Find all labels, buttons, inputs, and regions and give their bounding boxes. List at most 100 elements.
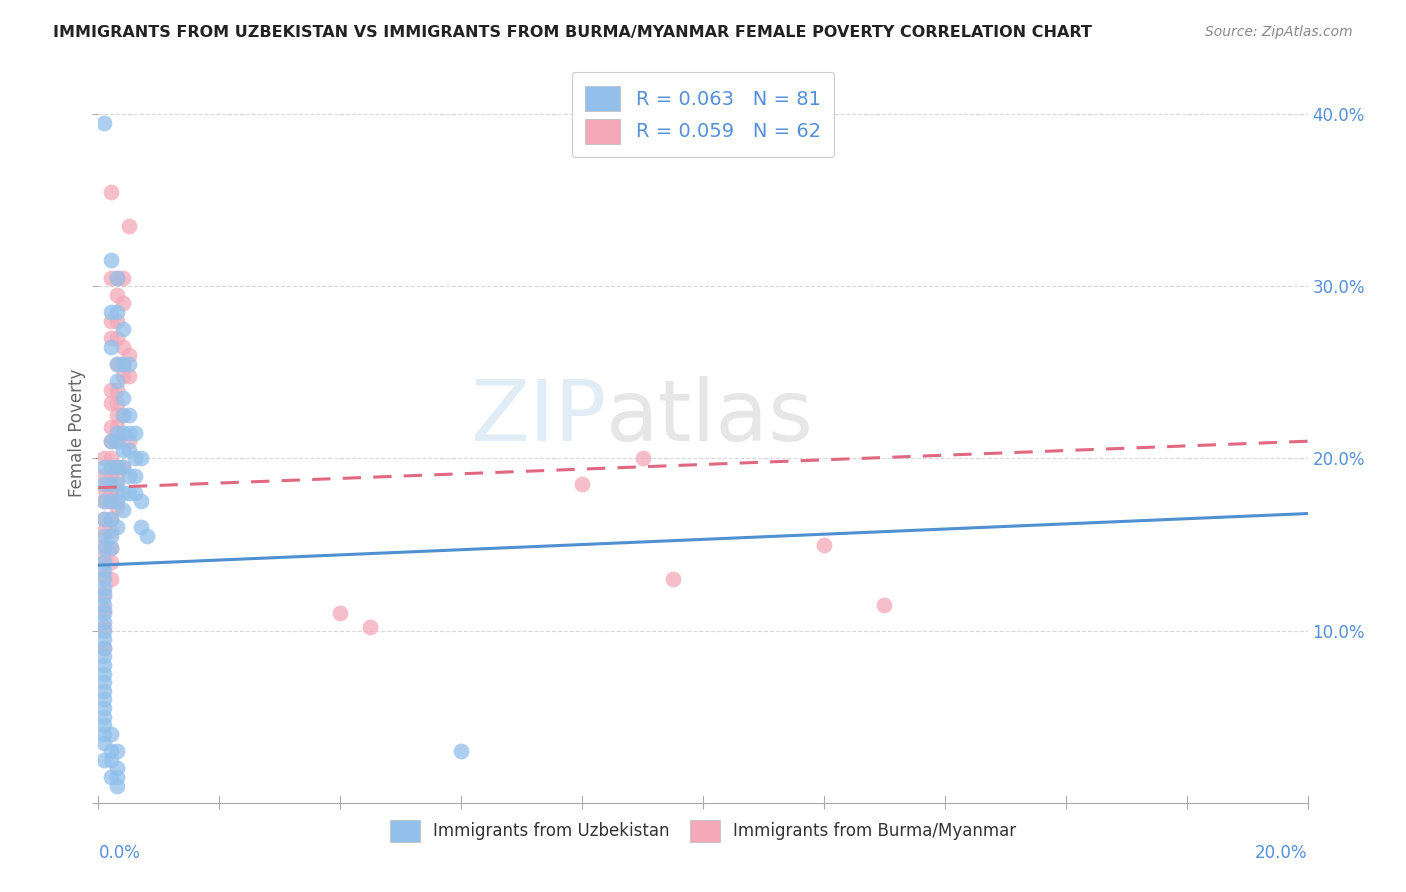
Point: [93, 649, 115, 664]
Point: [329, 607, 352, 621]
Point: [93, 701, 115, 715]
Point: [93, 477, 115, 491]
Point: [105, 396, 128, 410]
Point: [129, 451, 152, 466]
Point: [124, 468, 146, 483]
Point: [100, 331, 122, 345]
Point: [93, 624, 115, 638]
Point: [100, 434, 122, 449]
Point: [813, 537, 835, 551]
Point: [124, 486, 146, 500]
Point: [93, 468, 115, 483]
Point: [111, 460, 134, 475]
Point: [105, 761, 128, 775]
Point: [100, 420, 122, 434]
Point: [105, 779, 128, 793]
Point: [135, 529, 157, 543]
Point: [100, 383, 122, 397]
Point: [129, 520, 152, 534]
Point: [118, 368, 141, 383]
Point: [100, 253, 122, 268]
Point: [93, 727, 115, 741]
Point: [100, 541, 122, 555]
Point: [100, 744, 122, 758]
Point: [100, 572, 122, 586]
Point: [100, 434, 122, 449]
Point: [93, 589, 115, 603]
Point: [661, 572, 683, 586]
Point: [100, 477, 122, 491]
Point: [100, 512, 122, 526]
Point: [105, 494, 128, 508]
Point: [118, 219, 141, 233]
Point: [93, 735, 115, 749]
Point: [111, 339, 134, 353]
Point: [631, 451, 654, 466]
Point: [111, 357, 134, 371]
Point: [118, 357, 141, 371]
Point: [93, 572, 115, 586]
Point: [111, 391, 134, 405]
Point: [93, 586, 115, 600]
Point: [93, 692, 115, 706]
Point: [111, 368, 134, 383]
Point: [93, 551, 115, 566]
Point: [111, 460, 134, 475]
Point: [105, 520, 128, 534]
Point: [100, 483, 122, 497]
Point: [111, 442, 134, 457]
Point: [100, 753, 122, 767]
Point: [93, 116, 115, 130]
Point: [124, 425, 146, 440]
Point: [93, 640, 115, 655]
Text: Source: ZipAtlas.com: Source: ZipAtlas.com: [1205, 25, 1353, 39]
Point: [105, 460, 128, 475]
Point: [118, 468, 141, 483]
Point: [100, 305, 122, 319]
Point: [100, 185, 122, 199]
Point: [124, 451, 146, 466]
Point: [93, 620, 115, 634]
Point: [873, 598, 896, 612]
Point: [100, 727, 122, 741]
Point: [118, 442, 141, 457]
Point: [93, 581, 115, 595]
Point: [93, 598, 115, 612]
Point: [105, 357, 128, 371]
Point: [93, 658, 115, 673]
Point: [105, 434, 128, 449]
Point: [100, 555, 122, 569]
Point: [93, 563, 115, 577]
Point: [93, 494, 115, 508]
Point: [93, 603, 115, 617]
Text: 0.0%: 0.0%: [98, 844, 141, 862]
Point: [100, 494, 122, 508]
Point: [105, 288, 128, 302]
Point: [93, 753, 115, 767]
Point: [93, 494, 115, 508]
Point: [105, 744, 128, 758]
Point: [100, 339, 122, 353]
Text: 20.0%: 20.0%: [1256, 844, 1308, 862]
Point: [105, 420, 128, 434]
Point: [118, 348, 141, 362]
Point: [100, 770, 122, 784]
Point: [571, 477, 593, 491]
Point: [100, 468, 122, 483]
Point: [105, 374, 128, 388]
Point: [100, 270, 122, 285]
Point: [105, 331, 128, 345]
Point: [93, 512, 115, 526]
Text: ZIP: ZIP: [470, 376, 606, 459]
Point: [111, 486, 134, 500]
Point: [105, 477, 128, 491]
Point: [111, 425, 134, 440]
Point: [100, 541, 122, 555]
Point: [93, 524, 115, 538]
Point: [93, 541, 115, 555]
Point: [93, 537, 115, 551]
Y-axis label: Female Poverty: Female Poverty: [67, 368, 86, 497]
Point: [105, 314, 128, 328]
Point: [93, 675, 115, 690]
Point: [93, 555, 115, 569]
